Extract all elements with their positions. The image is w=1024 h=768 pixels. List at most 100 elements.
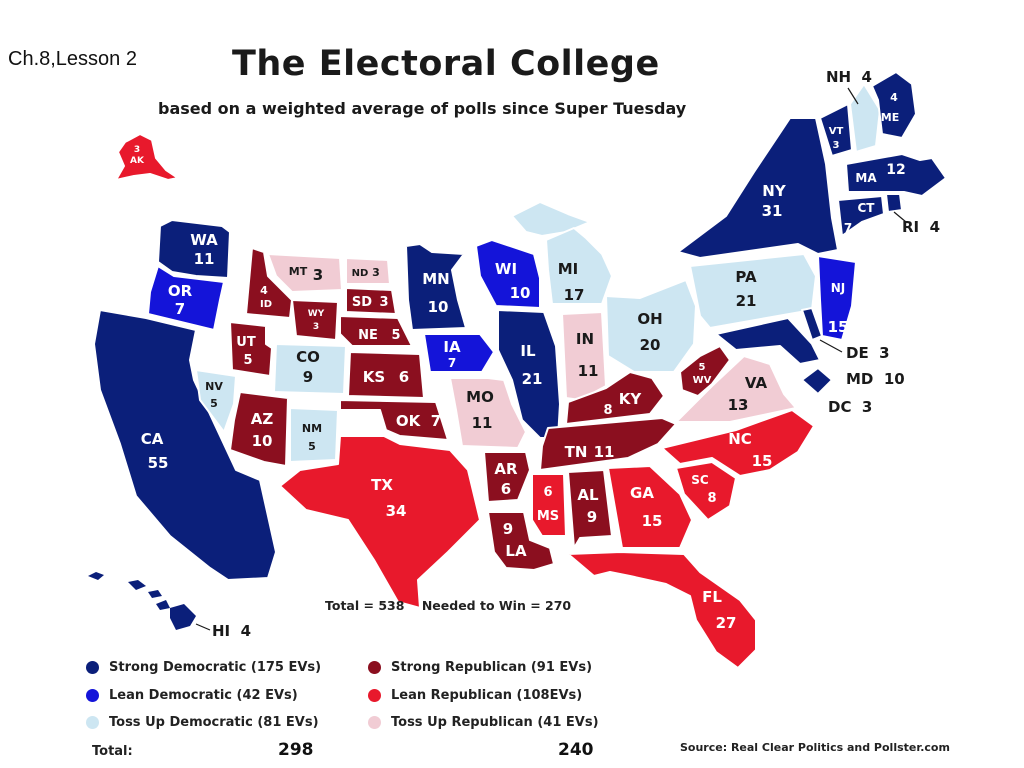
state-VT [819,103,853,157]
state-OH-ev: 20 [640,336,661,354]
state-GA [607,465,693,549]
state-SD [345,287,397,315]
state-CO-abbr: CO [296,348,320,366]
state-MA-ev: 12 [886,162,905,178]
state-TX-ev: 34 [386,502,407,520]
state-MD-label: MD 10 [846,370,905,388]
state-MA [845,153,947,197]
legend-label-lean-rep: Lean Republican (108EVs) [391,687,583,703]
legend-dot-lean-dem [86,688,99,702]
state-TN [539,417,677,471]
state-NC-ev: 15 [752,452,773,470]
state-NH-label: NH 4 [826,68,872,86]
state-VT-abbr: VT [829,126,844,137]
state-WI-ev: 10 [510,284,531,302]
state-NJ-abbr: NJ [831,281,846,295]
state-NE-abbr: NE [358,328,378,343]
state-MT-abbr: MT [289,265,308,278]
state-MD [715,317,821,365]
state-PA-abbr: PA [735,268,757,286]
state-SC [675,461,737,521]
state-OK-abbr: OK [396,412,422,430]
state-OR-ev: 7 [175,300,185,318]
state-MN-abbr: MN [422,270,449,288]
state-HI [88,572,196,630]
state-WV [679,345,731,397]
state-AK-ev: 3 [134,145,140,155]
state-UT [229,321,273,377]
state-ME-abbr: ME [881,111,899,124]
state-IN-ev: 11 [578,362,599,380]
state-IA-abbr: IA [443,338,461,356]
state-MT-ev: 3 [313,266,323,284]
state-OK [339,399,449,441]
state-PA-ev: 21 [736,292,757,310]
legend-strong-dem: Strong Democratic (175 EVs) [86,658,321,676]
state-KY-abbr: KY [619,390,643,408]
map-subtitle: based on a weighted average of polls sin… [158,99,687,118]
state-NY-abbr: NY [762,182,787,200]
state-DC [801,367,833,395]
state-ME [871,71,917,139]
state-MI-abbr: MI [558,260,579,278]
state-SD-ev: 3 [379,295,388,310]
state-WA-ev: 11 [194,250,215,268]
state-WY-ev: 3 [313,322,319,332]
state-SC-abbr: SC [691,473,709,487]
state-WA [157,219,231,279]
state-LA-ev: 9 [503,520,513,538]
legend-strong-rep: Strong Republican (91 EVs) [368,658,592,676]
state-KS-ev: 6 [399,368,409,386]
state-MS-abbr: MS [537,509,559,524]
state-NH [849,83,881,153]
legend-label-tossup-rep: Toss Up Republican (41 EVs) [391,714,599,730]
state-ID-ev: 4 [260,284,268,297]
state-ND-ev: 3 [372,266,380,279]
slide-label: Ch.8,Lesson 2 [8,48,137,70]
state-WV-abbr: WV [693,375,712,386]
state-MO-abbr: MO [466,388,494,406]
state-VA [675,355,797,423]
state-AR-ev: 6 [501,480,511,498]
state-MI [545,227,613,305]
rep-total: 240 [558,740,594,760]
state-AL-abbr: AL [577,486,599,504]
state-IN-abbr: IN [576,330,594,348]
state-MS [531,473,567,537]
state-GA-ev: 15 [642,512,663,530]
state-NJ-ev: 15 [828,318,849,336]
legend-label-tossup-dem: Toss Up Democratic (81 EVs) [109,714,319,730]
state-MS-ev: 6 [543,485,552,500]
legend-lean-rep: Lean Republican (108EVs) [368,686,582,704]
state-IA-ev: 7 [448,356,456,370]
state-OK-ev: 7 [431,412,441,430]
state-NM [289,407,339,463]
state-OR-abbr: OR [168,282,193,300]
state-CA [93,309,277,581]
state-CT-ev: 7 [844,221,852,235]
state-MI-upper [511,201,591,237]
state-AR-abbr: AR [494,460,518,478]
legend-lean-dem: Lean Democratic (42 EVs) [86,686,298,704]
legend-tossup-dem: Toss Up Democratic (81 EVs) [86,713,319,731]
legend-dot-tossup-rep [368,715,381,729]
legend-label-strong-dem: Strong Democratic (175 EVs) [109,659,322,675]
state-AL [567,469,613,549]
state-AR [483,451,531,503]
state-AZ [229,391,289,467]
state-MN [405,243,467,331]
state-OH-abbr: OH [637,310,662,328]
state-WY [291,299,339,341]
state-MN-ev: 10 [428,298,449,316]
state-HI-label: HI 4 [212,622,251,640]
state-WA-abbr: WA [190,231,218,249]
state-VT-ev: 3 [833,140,840,151]
state-AK-abbr: AK [130,156,145,166]
state-AL-ev: 9 [587,508,597,526]
state-MI-ev: 17 [564,286,585,304]
state-MT [267,253,343,293]
state-KY [565,371,665,425]
state-NV-ev: 5 [210,397,218,410]
state-WY-abbr: WY [308,309,325,319]
